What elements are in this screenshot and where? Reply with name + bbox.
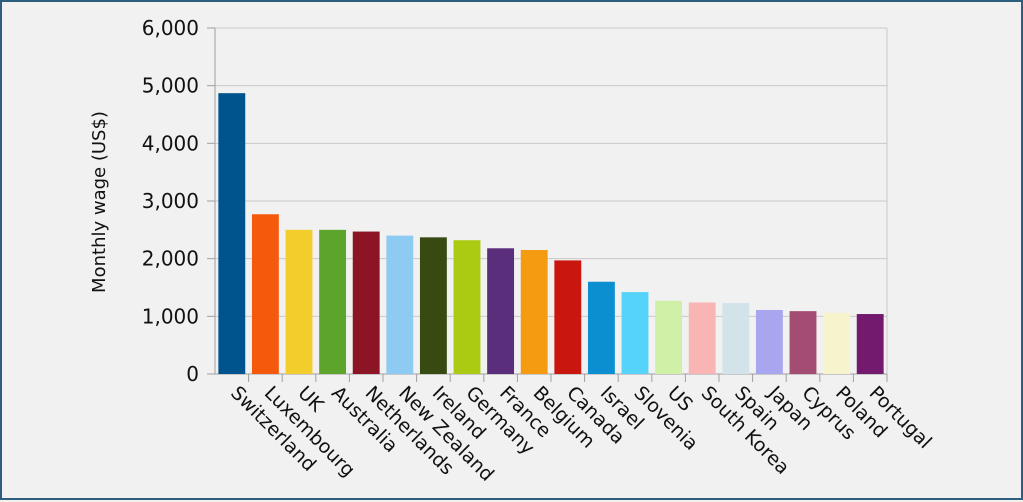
bar <box>789 311 817 374</box>
bar <box>352 231 380 374</box>
y-axis-title: Monthly wage (US$) <box>89 111 110 293</box>
y-tick-label: 2,000 <box>142 247 199 271</box>
bar <box>285 229 313 374</box>
y-tick-label: 0 <box>186 362 199 386</box>
y-tick-label: 6,000 <box>142 16 199 40</box>
bar <box>655 300 683 374</box>
bar <box>823 312 851 374</box>
y-tick-label: 3,000 <box>142 189 199 213</box>
bar <box>319 229 347 374</box>
bar <box>419 237 447 374</box>
bar <box>722 303 750 374</box>
bar <box>554 260 582 374</box>
bar <box>453 240 481 374</box>
bar <box>520 250 548 374</box>
bar <box>251 214 279 374</box>
bar <box>487 248 515 374</box>
y-tick-label: 4,000 <box>142 131 199 155</box>
y-tick-labels: 0 1,000 2,000 3,000 4,000 5,000 6,000 <box>142 16 199 386</box>
bar <box>587 281 615 374</box>
y-tick-label: 5,000 <box>142 74 199 98</box>
bar <box>856 314 884 374</box>
grid-lines <box>215 27 888 374</box>
bar <box>621 292 649 374</box>
bars <box>218 93 884 374</box>
bar <box>218 93 246 374</box>
y-tick-label: 1,000 <box>142 304 199 328</box>
bar <box>755 309 783 374</box>
bar <box>688 302 716 374</box>
bar <box>386 235 414 374</box>
